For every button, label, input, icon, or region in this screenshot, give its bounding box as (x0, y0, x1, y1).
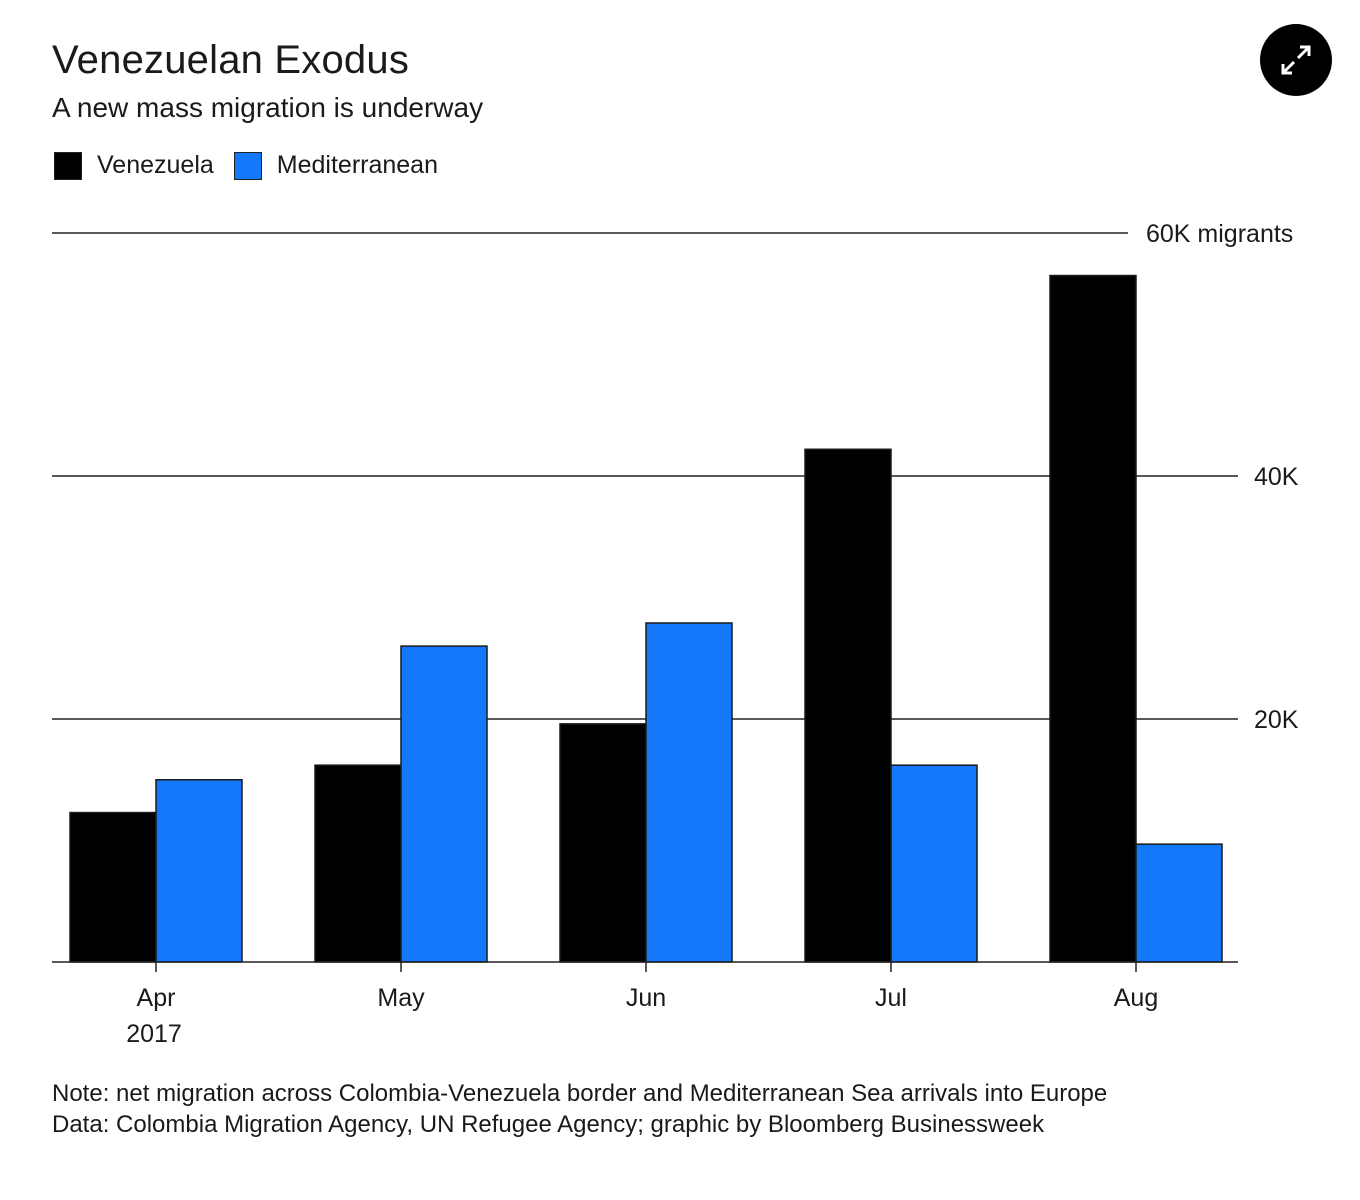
legend-item-mediterranean: Mediterranean (233, 151, 438, 180)
bar-mediterranean-jul (890, 764, 978, 963)
legend: Venezuela Mediterranean (54, 151, 458, 180)
y-tick-label: 60K migrants (1146, 220, 1293, 248)
x-tick-label: Jun (626, 984, 666, 1012)
axis-labels: 20K 40K 60K migrants Apr 2017 May Jun Jul Aug (126, 220, 1299, 1048)
bar-venezuela-jul (804, 448, 892, 963)
y-tick-label: 40K (1254, 463, 1299, 491)
chart-subtitle: A new mass migration is underway (52, 92, 484, 123)
legend-item-venezuela: Venezuela (54, 151, 214, 180)
legend-swatch-mediterranean (233, 151, 262, 180)
bar-venezuela-jun (559, 723, 647, 963)
expand-arrows-icon (1281, 45, 1311, 75)
bar-venezuela-apr (69, 811, 157, 963)
y-tick-label: 20K (1254, 706, 1299, 734)
x-tick-label: May (377, 984, 425, 1012)
legend-label-mediterranean: Mediterranean (276, 151, 438, 179)
x-axis (52, 961, 1238, 972)
bar-mediterranean-apr (155, 779, 243, 963)
gridlines (52, 232, 1238, 720)
bar-mediterranean-jun (645, 622, 733, 963)
bar-venezuela-may (314, 764, 402, 963)
bar-venezuela-aug (1049, 274, 1137, 963)
x-tick-sublabel: 2017 (126, 1020, 182, 1048)
source-text: Data: Colombia Migration Agency, UN Refu… (52, 1111, 1045, 1138)
bar-mediterranean-may (400, 645, 488, 963)
x-tick-label: Aug (1114, 984, 1158, 1012)
bars (69, 274, 1223, 963)
note-text: Note: net migration across Colombia-Vene… (52, 1080, 1108, 1107)
x-tick-label: Jul (875, 984, 907, 1012)
chart-notes: Note: net migration across Colombia-Vene… (52, 1078, 1132, 1140)
expand-button[interactable] (1260, 24, 1332, 96)
chart-title: Venezuelan Exodus (52, 38, 410, 82)
x-tick-label: Apr (137, 984, 176, 1012)
bar-mediterranean-aug (1135, 843, 1223, 963)
legend-swatch-venezuela (54, 151, 82, 180)
legend-label-venezuela: Venezuela (97, 151, 214, 179)
